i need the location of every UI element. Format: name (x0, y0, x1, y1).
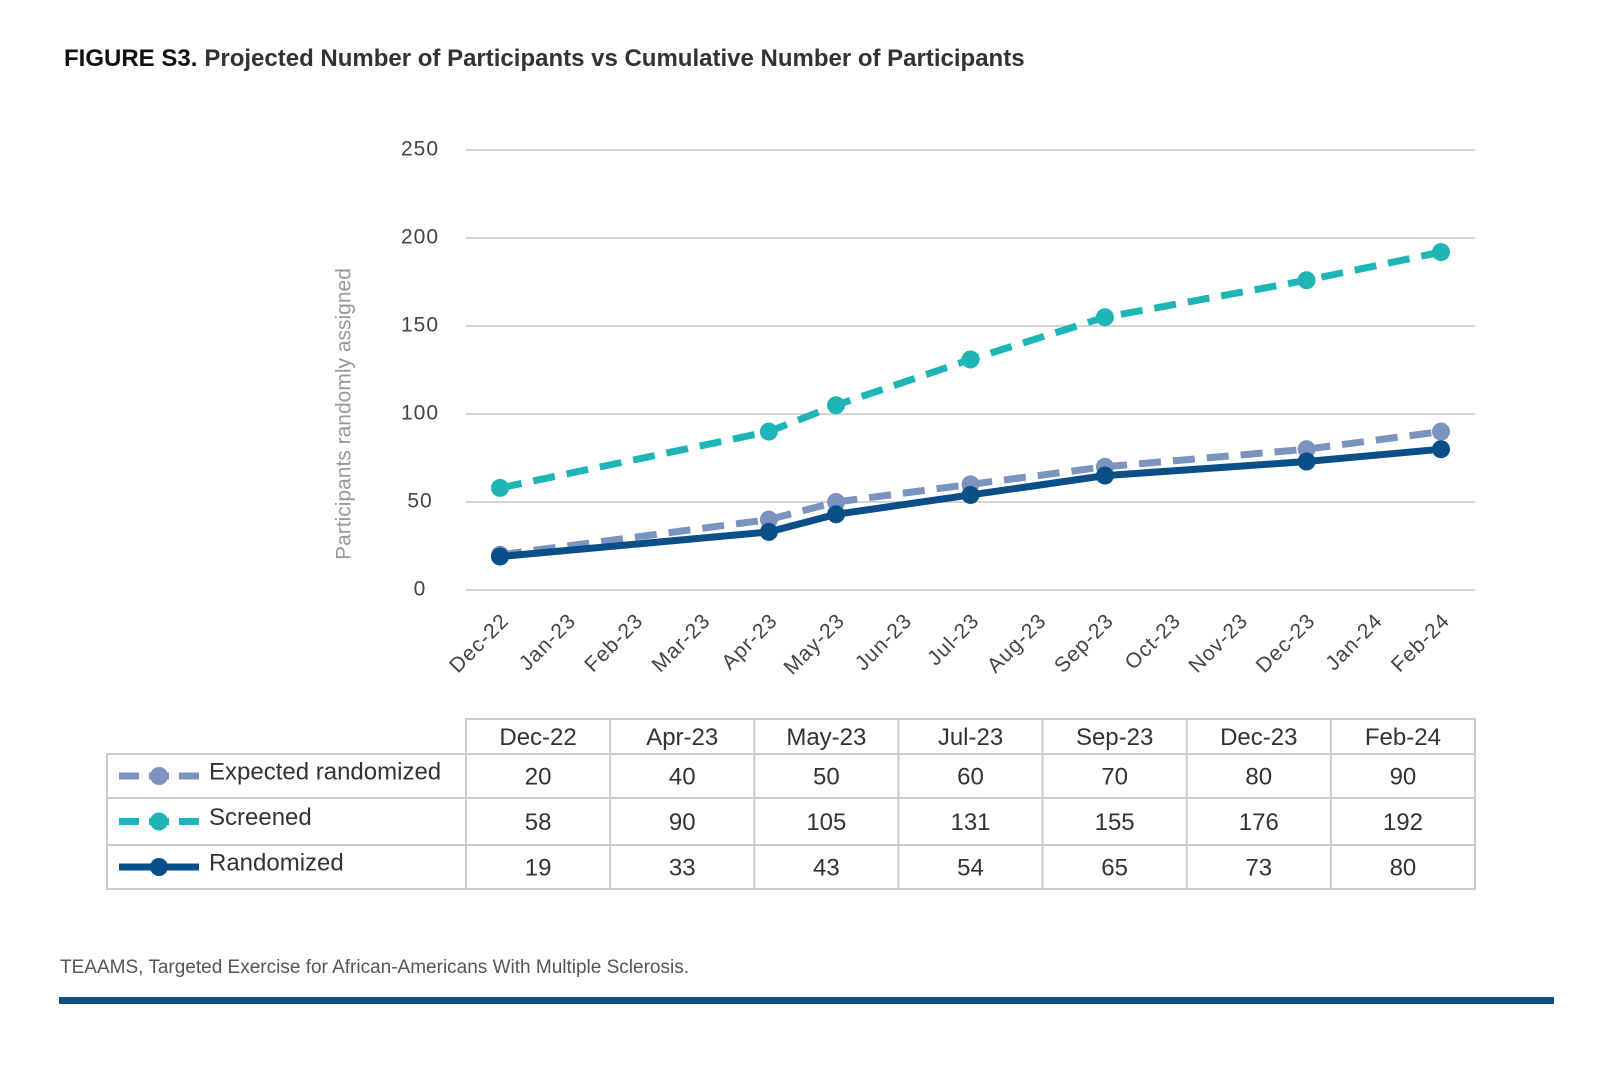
x-tick-label: Jan-24 (1321, 609, 1387, 675)
legend-swatch-dot (150, 858, 168, 876)
x-tick-label: Aug-23 (983, 609, 1051, 677)
data-point (1297, 452, 1316, 471)
x-tick-label: Nov-23 (1184, 609, 1252, 677)
table-value: 90 (669, 809, 696, 836)
data-point (1432, 422, 1450, 441)
data-point (491, 547, 509, 566)
x-tick-label: Dec-22 (445, 609, 513, 677)
table-value: 70 (1101, 763, 1128, 790)
table-value: 43 (813, 854, 840, 881)
table-header-cell: May-23 (786, 724, 866, 751)
table-value: 50 (813, 763, 840, 790)
table-header-cell: Jul-23 (938, 724, 1003, 751)
table-value: 176 (1239, 809, 1279, 836)
table-value: 80 (1245, 763, 1272, 790)
data-point (759, 522, 778, 541)
table-value: 19 (525, 854, 552, 881)
data-point (1297, 440, 1316, 459)
table-value: 192 (1383, 809, 1423, 836)
table-value: 58 (525, 809, 552, 836)
table-value: 155 (1095, 809, 1135, 836)
table-value: 40 (669, 763, 696, 790)
table-header-cell: Dec-22 (499, 724, 576, 751)
data-point (827, 396, 846, 415)
footer-bar (59, 997, 1554, 1004)
figure-title: FIGURE S3. Projected Number of Participan… (64, 45, 1025, 72)
footnote: TEAAMS, Targeted Exercise for African-Am… (60, 957, 689, 978)
x-tick-label: Sep-23 (1050, 609, 1118, 677)
y-tick-label: 150 (401, 314, 439, 337)
data-point (827, 493, 846, 511)
figure-label: FIGURE S3. (64, 45, 197, 72)
table-header-cell: Dec-23 (1220, 724, 1297, 751)
y-tick-label: 50 (407, 490, 432, 513)
table-header-cell: Sep-23 (1076, 724, 1153, 751)
y-tick-label: 0 (414, 578, 427, 601)
legend-label: Randomized (209, 849, 344, 876)
x-tick-label: Apr-23 (717, 609, 782, 674)
data-table: Dec-22 Apr-23 May-23 Jul-23 Sep-23 Dec-23 Feb-… (106, 718, 1476, 890)
x-tick-label: Mar-23 (648, 609, 716, 677)
data-point (961, 485, 980, 504)
y-tick-label: 100 (401, 402, 439, 425)
data-point (759, 422, 778, 441)
table-value: 33 (669, 854, 696, 881)
table-value: 65 (1101, 854, 1128, 881)
x-tick-label: Jan-23 (515, 609, 581, 675)
data-point (827, 505, 846, 524)
table-value: 131 (950, 809, 990, 836)
table-value: 80 (1390, 854, 1417, 881)
data-point (1095, 308, 1114, 327)
table-body-border (106, 753, 1476, 890)
legend-label: Expected randomized (209, 758, 441, 785)
x-tick-label: Jun-23 (851, 609, 917, 675)
y-tick-label: 200 (401, 226, 439, 249)
table-value: 20 (525, 763, 552, 790)
legend-swatch-dot (150, 812, 168, 831)
data-point (1432, 440, 1450, 459)
x-tick-label: Feb-24 (1387, 609, 1455, 677)
table-value: 105 (806, 809, 846, 836)
table-header-cell: Feb-24 (1365, 724, 1441, 751)
table-value: 54 (957, 854, 984, 881)
legend-label: Screened (209, 804, 312, 831)
x-tick-label: Feb-23 (580, 609, 648, 677)
table-value: 73 (1245, 854, 1272, 881)
y-tick-label: 250 (401, 138, 439, 161)
x-tick-label: Dec-23 (1252, 609, 1320, 677)
title-text: Projected Number of Participants vs Cumu… (204, 45, 1024, 72)
legend-swatch-dot (150, 767, 168, 785)
data-point (1095, 466, 1114, 485)
table-header-cell: Apr-23 (646, 724, 718, 751)
table-value: 90 (1390, 763, 1417, 790)
data-point (491, 478, 509, 497)
data-point (759, 510, 778, 529)
data-point (1297, 271, 1316, 290)
x-tick-label: Jul-23 (923, 609, 984, 670)
table-value: 60 (957, 763, 984, 790)
y-axis-label: Participants randomly assigned (333, 268, 356, 560)
x-tick-label: May-23 (780, 609, 850, 679)
data-point (1432, 243, 1450, 262)
x-tick-label: Oct-23 (1121, 609, 1186, 674)
data-point (961, 350, 980, 369)
